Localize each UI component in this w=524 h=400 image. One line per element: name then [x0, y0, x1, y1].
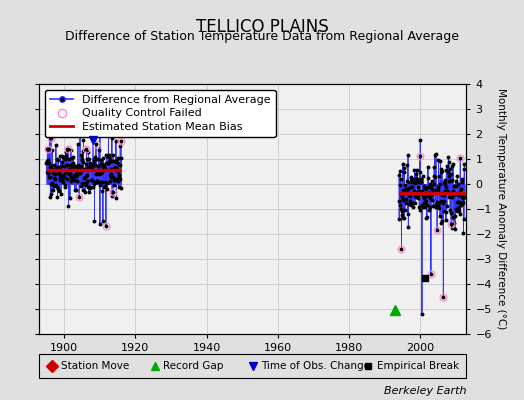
Text: Empirical Break: Empirical Break — [377, 361, 459, 371]
Text: Station Move: Station Move — [61, 361, 129, 371]
Text: Berkeley Earth: Berkeley Earth — [384, 386, 466, 396]
Text: Time of Obs. Change: Time of Obs. Change — [261, 361, 370, 371]
Y-axis label: Monthly Temperature Anomaly Difference (°C): Monthly Temperature Anomaly Difference (… — [496, 88, 506, 330]
Text: TELLICO PLAINS: TELLICO PLAINS — [195, 18, 329, 36]
Text: Record Gap: Record Gap — [163, 361, 224, 371]
Legend: Difference from Regional Average, Quality Control Failed, Estimated Station Mean: Difference from Regional Average, Qualit… — [45, 90, 276, 137]
Text: Difference of Station Temperature Data from Regional Average: Difference of Station Temperature Data f… — [65, 30, 459, 43]
